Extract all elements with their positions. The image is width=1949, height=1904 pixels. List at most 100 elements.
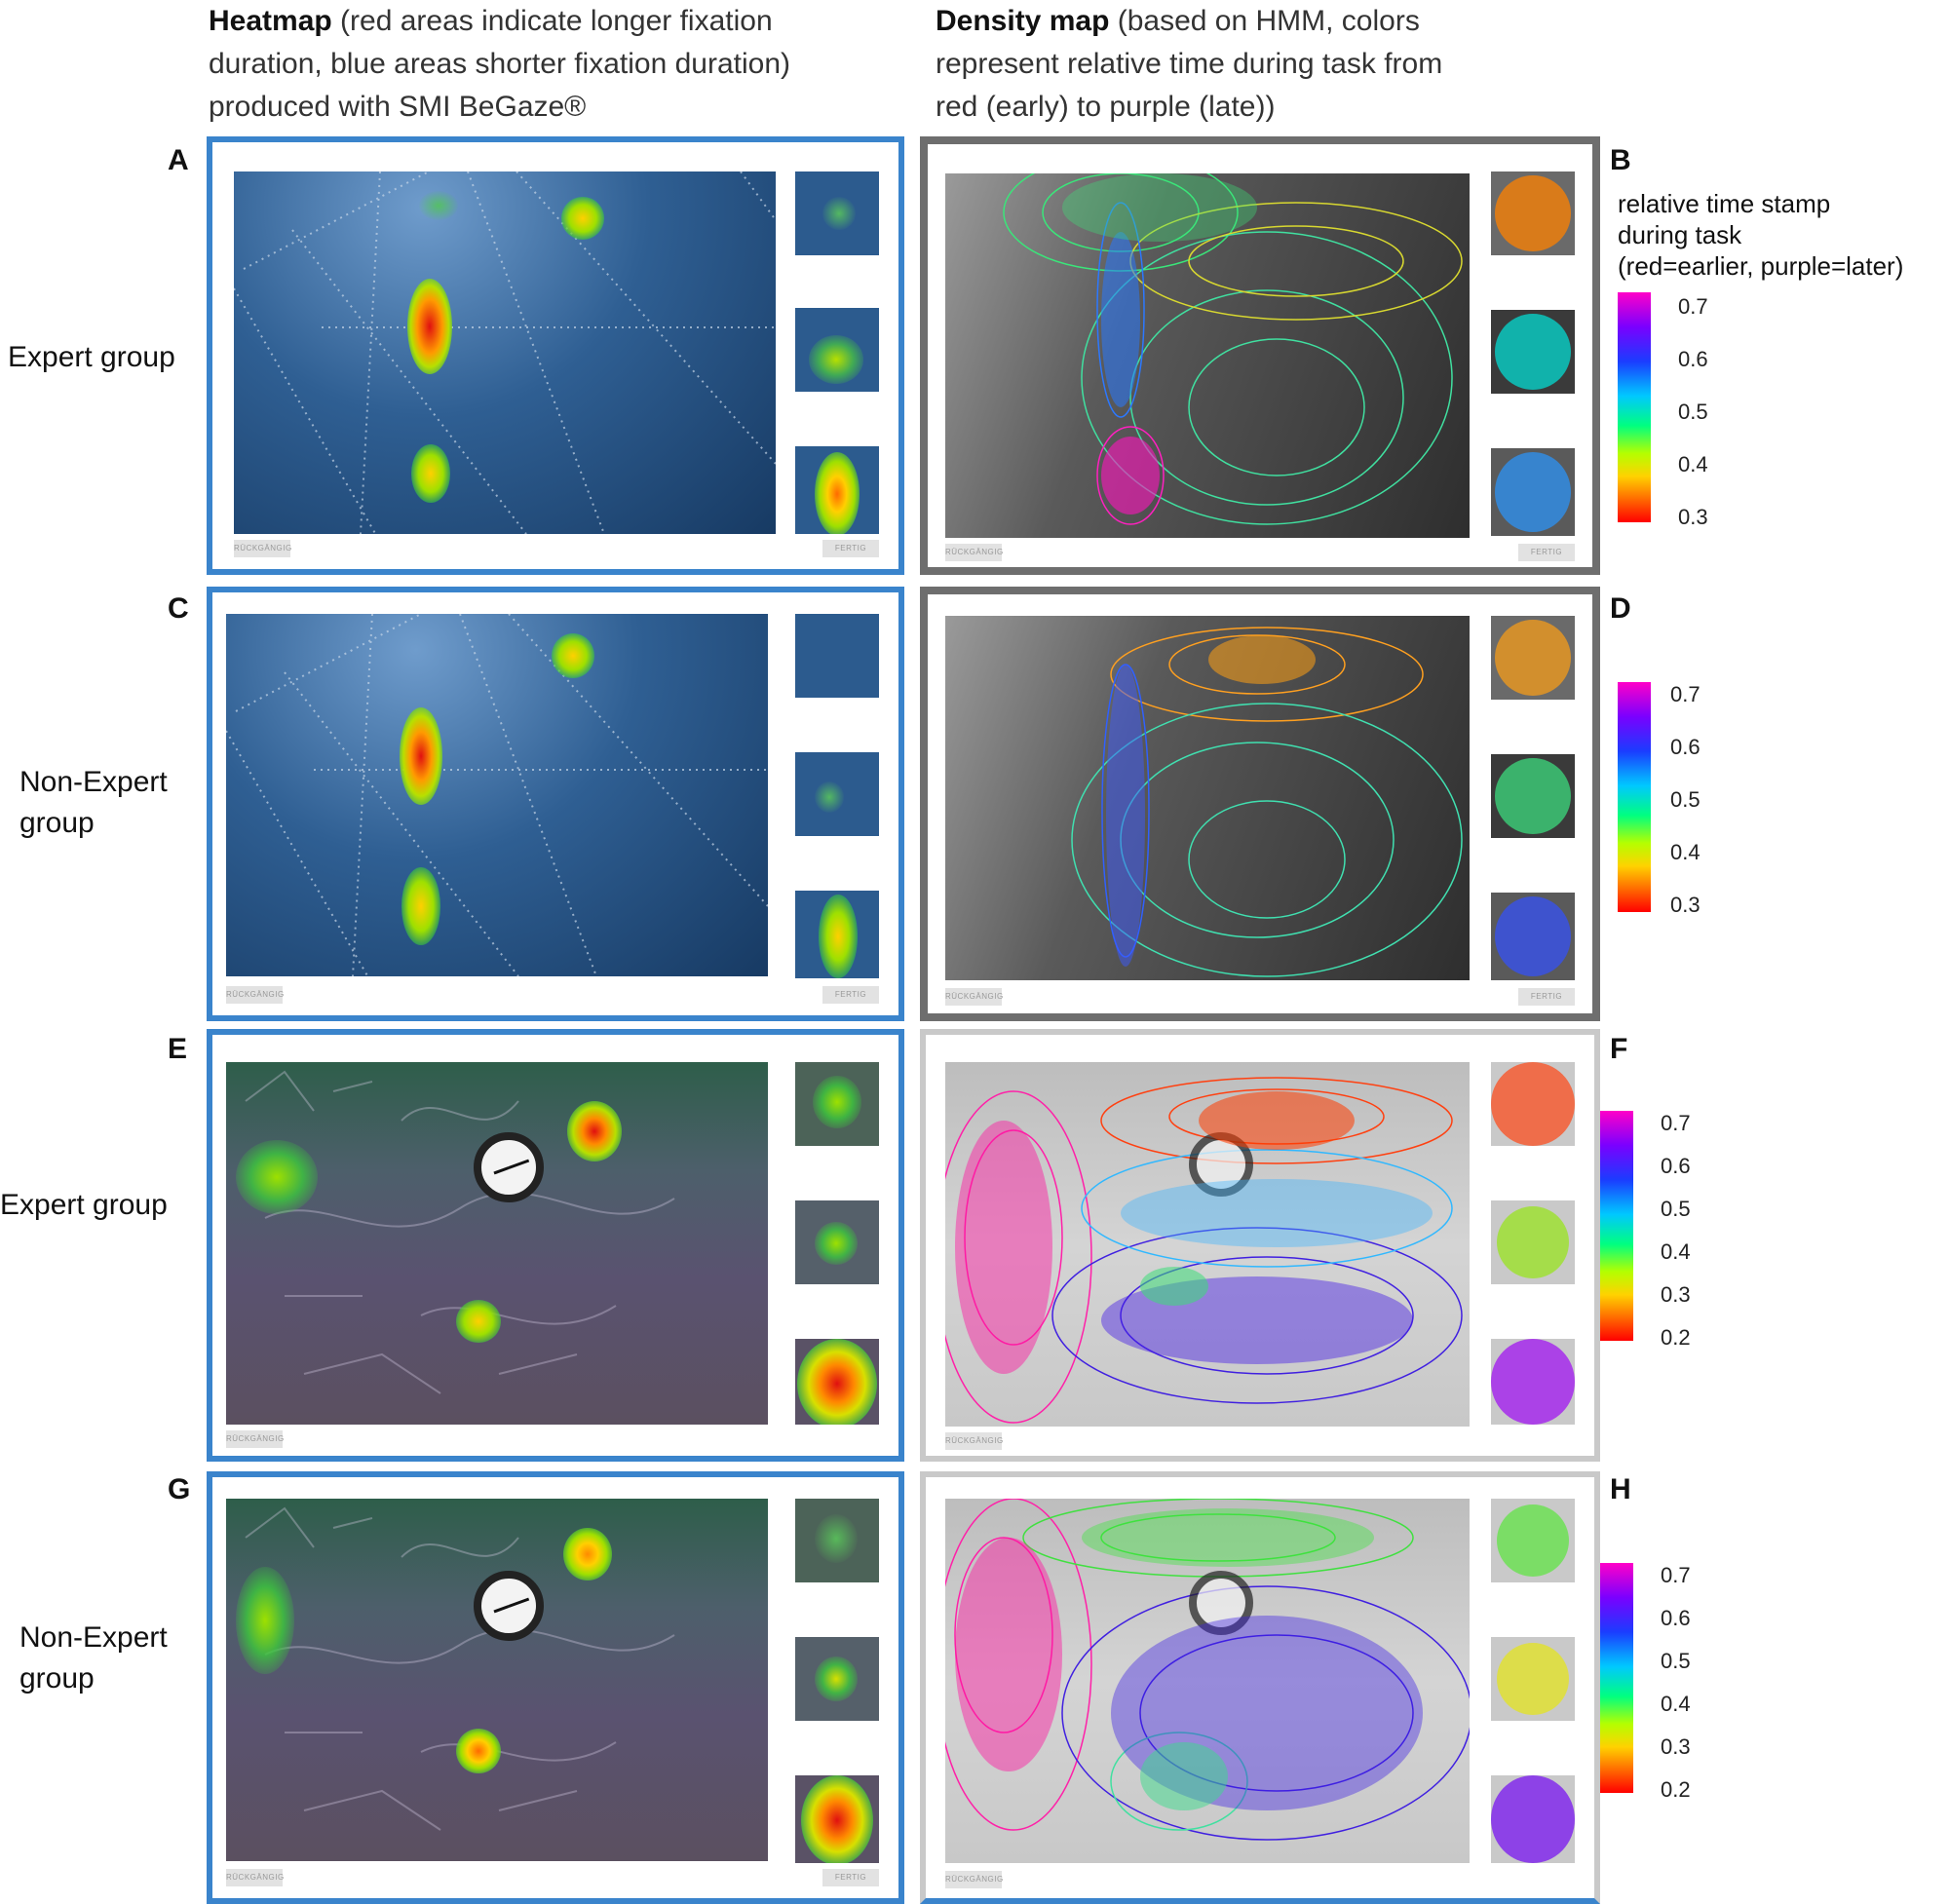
option-thumb-2[interactable] xyxy=(795,1200,879,1284)
option-thumb-1[interactable] xyxy=(1491,1062,1575,1146)
clock-icon xyxy=(474,1571,544,1641)
option-thumb-2[interactable] xyxy=(795,752,879,836)
option-thumb-1[interactable] xyxy=(795,1062,879,1146)
density-cluster-green xyxy=(1140,1267,1208,1306)
fixation-hotspot xyxy=(567,1101,622,1161)
done-button[interactable]: FERTIG xyxy=(822,1869,879,1886)
density-cluster-violet xyxy=(1491,1339,1575,1425)
option-thumb-3[interactable] xyxy=(795,1775,879,1863)
option-thumb-3[interactable] xyxy=(1491,893,1575,980)
undo-button[interactable]: RÜCKGÄNGIG xyxy=(226,1430,284,1448)
heatmap-header-text: (red areas indicate longer fixation dura… xyxy=(209,5,791,123)
fixation-hotspot xyxy=(801,1775,873,1863)
density-cluster-red xyxy=(1199,1091,1355,1150)
graffiti-scribbles xyxy=(245,1506,675,1831)
web-strands xyxy=(226,614,768,976)
undo-button[interactable]: RÜCKGÄNGIG xyxy=(945,1871,1003,1888)
fixation-hotspot xyxy=(407,279,452,374)
colorbar-F-tick: 0.2 xyxy=(1661,1325,1691,1350)
colorbar-H xyxy=(1600,1563,1633,1793)
colorbar-B-tick: 0.7 xyxy=(1678,294,1708,319)
panel-A-heatmap: RÜCKGÄNGIG FERTIG xyxy=(207,136,904,575)
colorbar-B-tick: 0.5 xyxy=(1678,400,1708,424)
fixation-spot xyxy=(561,197,604,240)
undo-button[interactable]: RÜCKGÄNGIG xyxy=(945,544,1003,561)
option-thumb-1[interactable] xyxy=(795,171,879,255)
density-column-header: Density map (based on HMM, colors repres… xyxy=(936,0,1481,129)
option-thumb-3[interactable] xyxy=(1491,448,1575,536)
fixation-spot xyxy=(456,1300,501,1343)
option-thumb-2[interactable] xyxy=(1491,754,1575,838)
undo-button[interactable]: RÜCKGÄNGIG xyxy=(226,1869,284,1886)
graffiti-wall-scene-gray xyxy=(945,1062,1470,1427)
graffiti-wall-scene-gray xyxy=(945,1499,1470,1863)
colorbar-H-tick: 0.6 xyxy=(1661,1606,1691,1630)
undo-button[interactable]: RÜCKGÄNGIG xyxy=(226,986,284,1004)
colorbar-H-tick: 0.2 xyxy=(1661,1777,1691,1802)
colorbar-D-tick: 0.7 xyxy=(1670,682,1701,706)
colorbar-B-tick: 0.3 xyxy=(1678,505,1708,529)
web-scene xyxy=(234,171,776,534)
done-button[interactable]: FERTIG xyxy=(822,540,879,557)
fixation-spot xyxy=(552,633,594,678)
row-label-nonexpert-2a: Non-Expert xyxy=(19,1621,168,1654)
fixation-spot xyxy=(236,1567,294,1674)
panel-E-heatmap: RÜCKGÄNGIG xyxy=(207,1029,904,1462)
panel-letter-H: H xyxy=(1610,1473,1631,1505)
clock-hand xyxy=(493,1166,510,1175)
undo-button[interactable]: RÜCKGÄNGIG xyxy=(234,540,291,557)
colorbar-B xyxy=(1618,292,1651,522)
option-thumb-2[interactable] xyxy=(795,308,879,392)
density-cluster-yellow xyxy=(1497,1643,1569,1715)
undo-button[interactable]: RÜCKGÄNGIG xyxy=(945,988,1003,1006)
option-thumb-3[interactable] xyxy=(1491,1775,1575,1863)
undo-button[interactable]: RÜCKGÄNGIG xyxy=(945,1432,1003,1450)
fixation-hotspot xyxy=(400,707,442,805)
density-cluster-green xyxy=(1495,758,1571,834)
density-cluster-skyblue xyxy=(1121,1179,1433,1247)
colorbar-F-tick: 0.5 xyxy=(1661,1197,1691,1221)
legend-title-line3: (red=earlier, purple=later) xyxy=(1618,251,1904,281)
option-thumb-2[interactable] xyxy=(1491,1637,1575,1721)
density-cluster-violet xyxy=(1491,1775,1575,1863)
colorbar-H-tick: 0.7 xyxy=(1661,1563,1691,1587)
web-strands xyxy=(234,171,776,534)
done-button[interactable]: FERTIG xyxy=(1518,544,1575,561)
option-thumb-1[interactable] xyxy=(1491,616,1575,700)
panel-letter-E: E xyxy=(168,1033,188,1065)
option-thumb-1[interactable] xyxy=(1491,1499,1575,1582)
fixation-spot xyxy=(822,197,856,230)
fixation-spot xyxy=(815,1514,858,1563)
colorbar-B-tick: 0.4 xyxy=(1678,452,1708,476)
density-cluster-red xyxy=(1491,1062,1575,1146)
colorbar-D-tick: 0.6 xyxy=(1670,735,1701,759)
option-thumb-3[interactable] xyxy=(795,1339,879,1425)
panel-letter-B: B xyxy=(1610,144,1631,176)
option-thumb-2[interactable] xyxy=(1491,310,1575,394)
row-label-nonexpert-2b: group xyxy=(19,1662,95,1695)
fixation-spot xyxy=(236,1140,318,1214)
density-cluster-orange xyxy=(1208,635,1316,684)
density-cluster-green xyxy=(1497,1504,1569,1577)
legend-title-line2: during task xyxy=(1618,220,1742,249)
option-thumb-3[interactable] xyxy=(795,446,879,534)
option-thumb-3[interactable] xyxy=(795,891,879,978)
colorbar-B-tick: 0.6 xyxy=(1678,347,1708,371)
fixation-spot xyxy=(411,444,450,503)
density-cluster-lime xyxy=(1497,1206,1569,1278)
density-cluster-mint xyxy=(1140,1742,1228,1810)
colorbar-F-tick: 0.4 xyxy=(1661,1239,1691,1264)
option-thumb-2[interactable] xyxy=(1491,1200,1575,1284)
done-button[interactable]: FERTIG xyxy=(822,986,879,1004)
option-thumb-3[interactable] xyxy=(1491,1339,1575,1425)
option-thumb-2[interactable] xyxy=(795,1637,879,1721)
option-thumb-1[interactable] xyxy=(795,614,879,698)
row-label-nonexpert-1b: group xyxy=(19,807,95,839)
density-cluster-blue xyxy=(1495,896,1571,976)
density-header-bold: Density map xyxy=(936,5,1110,37)
option-thumb-1[interactable] xyxy=(795,1499,879,1582)
option-thumb-1[interactable] xyxy=(1491,171,1575,255)
colorbar-D-tick: 0.5 xyxy=(1670,787,1701,812)
web-scene-gray xyxy=(945,173,1470,538)
done-button[interactable]: FERTIG xyxy=(1518,988,1575,1006)
